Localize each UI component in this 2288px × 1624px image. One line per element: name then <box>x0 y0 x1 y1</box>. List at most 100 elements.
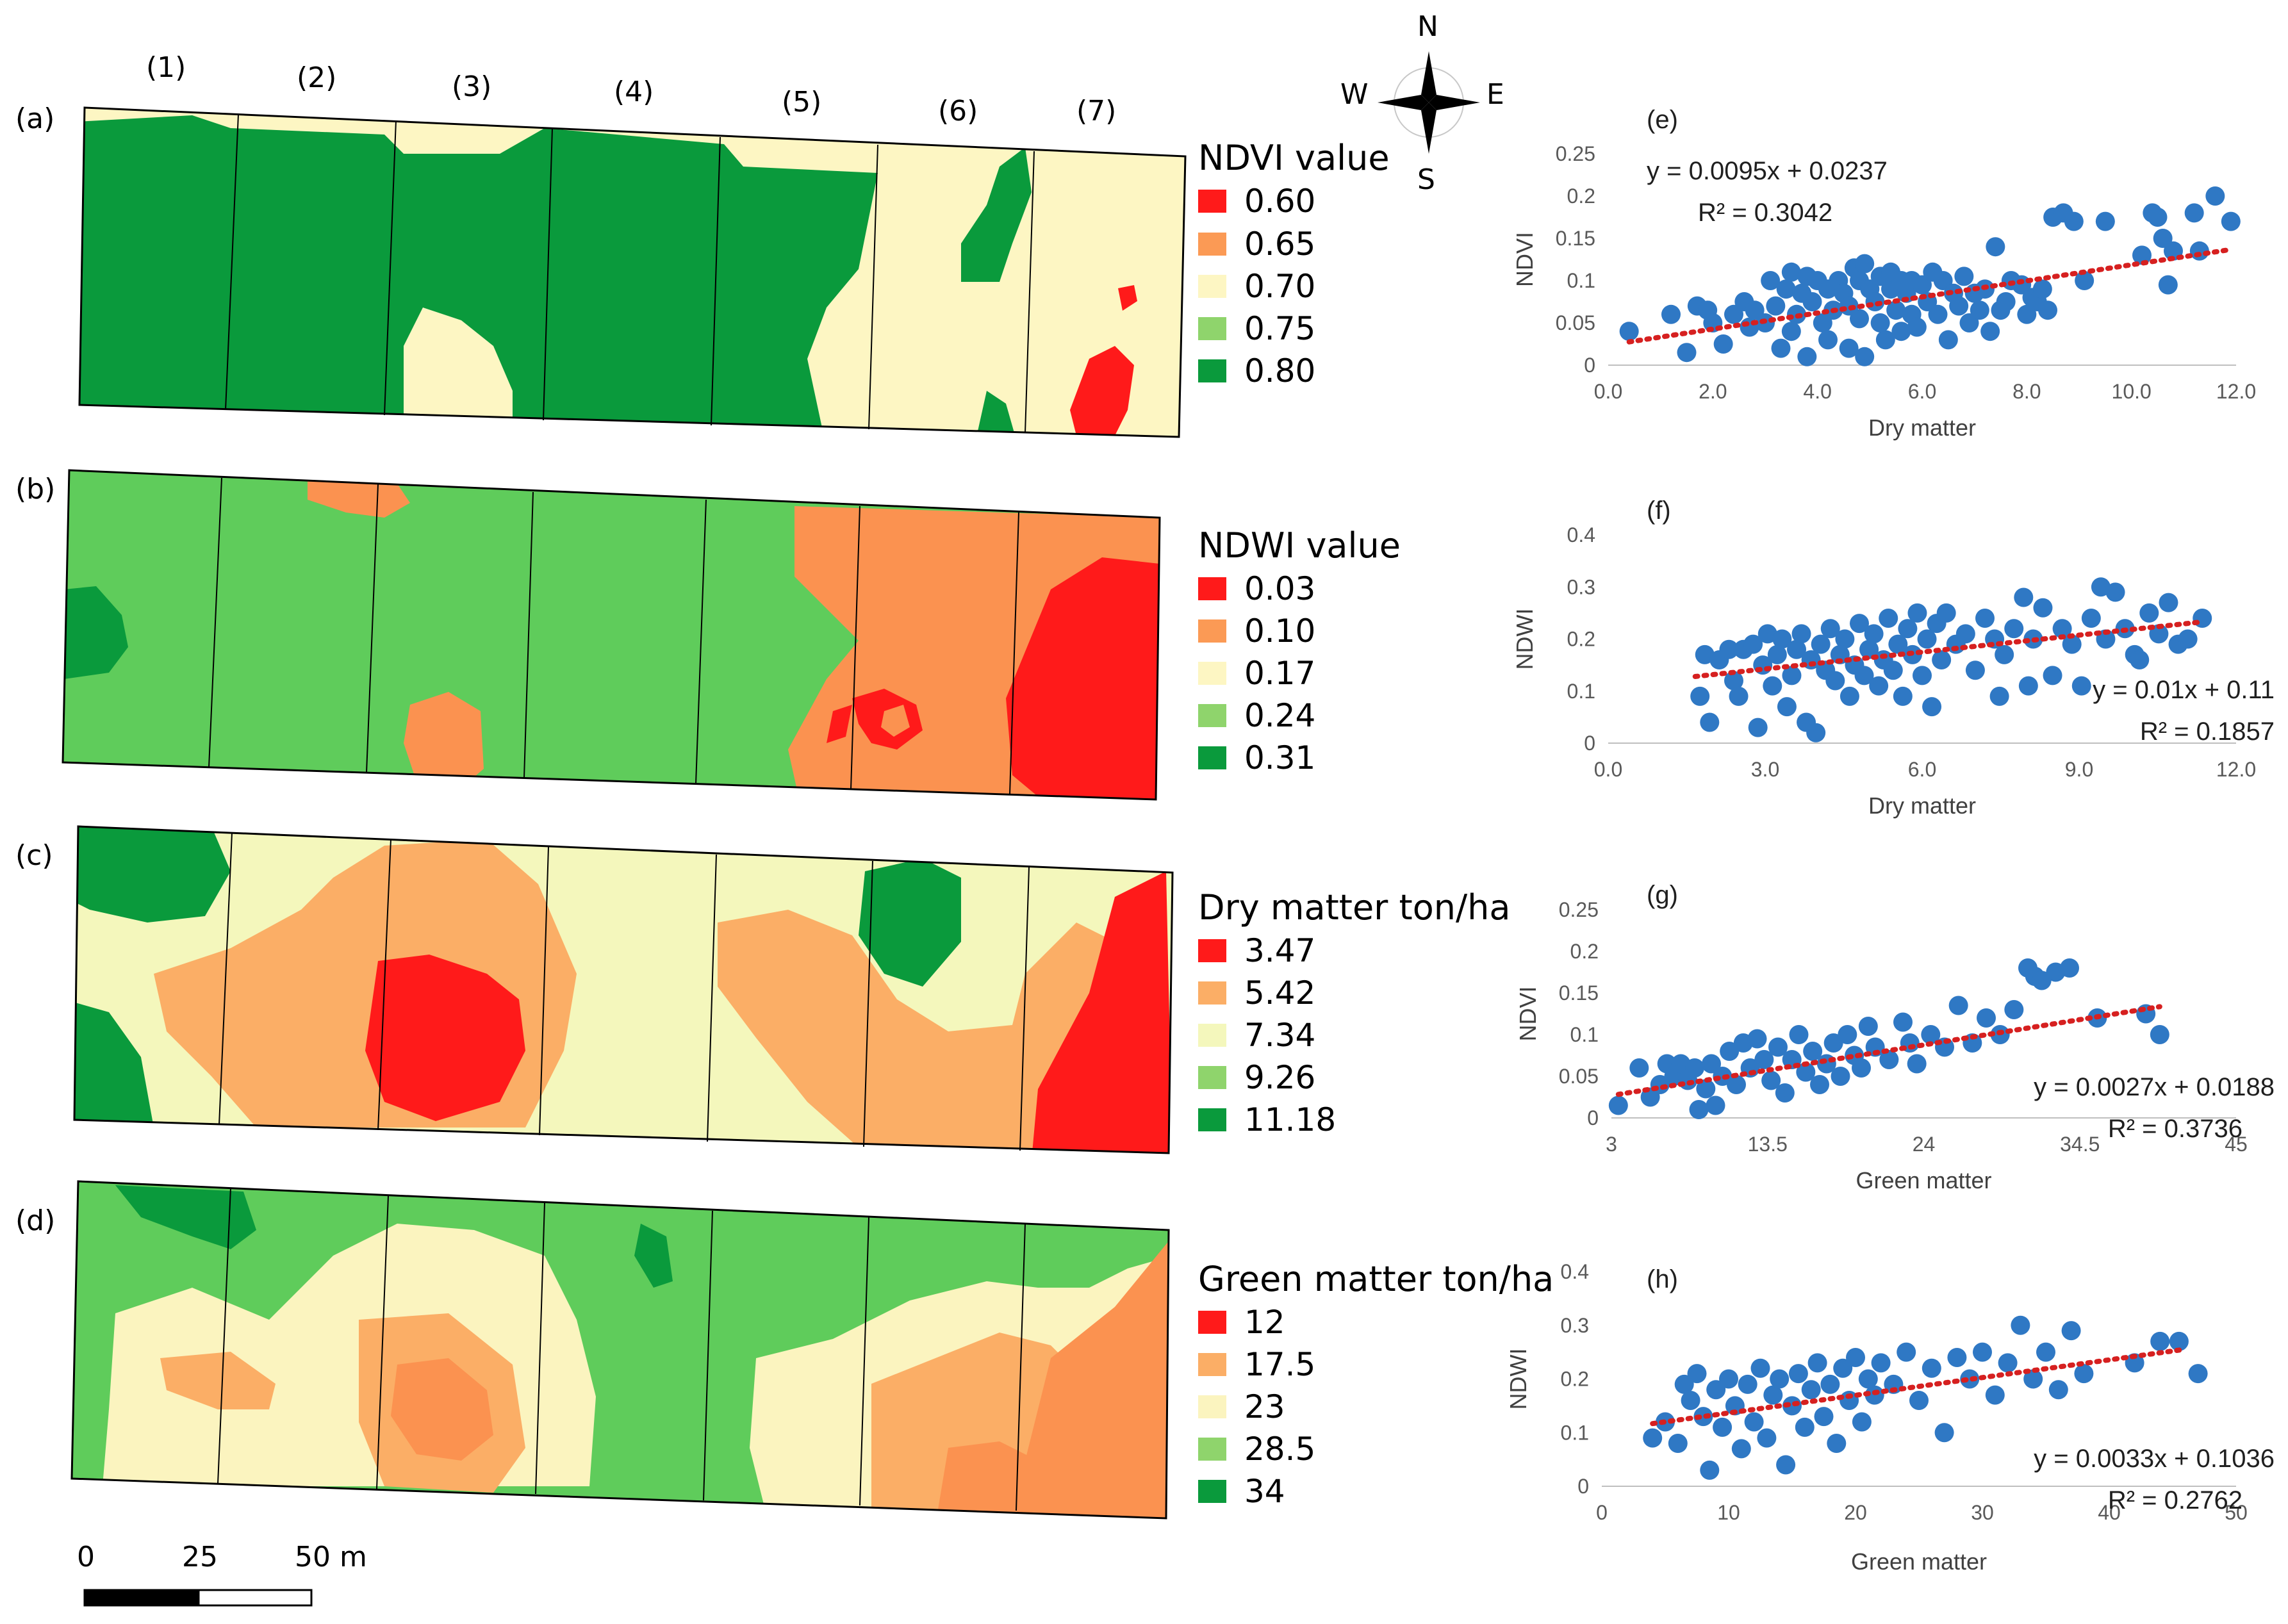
green-matter-map <box>72 1181 1169 1518</box>
data-point <box>1947 1348 1967 1367</box>
data-point <box>1833 1358 1853 1378</box>
data-point <box>1965 660 1985 680</box>
data-point <box>1766 296 1786 316</box>
legend-label: 7.34 <box>1244 1017 1316 1054</box>
data-point <box>1744 1412 1764 1432</box>
data-point <box>1879 1050 1899 1069</box>
y-tick-label: 0 <box>1577 1475 1589 1498</box>
data-point <box>1933 271 1953 290</box>
column-label-5: (5) <box>782 86 822 119</box>
data-point <box>1777 697 1797 717</box>
data-point <box>1855 347 1875 366</box>
data-point <box>1761 1070 1781 1090</box>
legend-swatch <box>1198 981 1226 1005</box>
y-tick-label: 0.3 <box>1567 575 1595 598</box>
ndvi-legend-item: 0.65 <box>1198 226 1315 263</box>
data-point <box>1909 1391 1929 1410</box>
legend-swatch <box>1198 1353 1226 1376</box>
chart-letter: (f) <box>1647 496 1671 525</box>
dry-matter-legend-title: Dry matter ton/ha <box>1198 887 1511 928</box>
data-point <box>1696 1079 1716 1099</box>
r-squared-label: R² = 0.3042 <box>1698 199 1832 227</box>
data-point <box>1959 313 1979 332</box>
panel-letter-d: (d) <box>15 1204 56 1237</box>
x-tick-label: 3.0 <box>1751 758 1779 781</box>
legend-label: 0.65 <box>1244 226 1316 263</box>
y-tick-label: 0 <box>1587 1106 1599 1129</box>
data-point <box>1781 322 1801 341</box>
data-point <box>1936 603 1956 623</box>
data-point <box>1859 639 1879 659</box>
data-point <box>1871 1353 1891 1373</box>
data-point <box>1747 1029 1767 1049</box>
data-point <box>1898 619 1918 639</box>
data-point <box>2036 1342 2055 1362</box>
legend-swatch <box>1198 359 1226 382</box>
data-point <box>2125 1353 2144 1373</box>
data-point <box>1870 313 1890 332</box>
legend-swatch <box>1198 1395 1226 1418</box>
chart-letter: (g) <box>1647 881 1678 909</box>
data-point <box>1750 1358 1770 1378</box>
r-squared-label: R² = 0.3736 <box>2108 1115 2243 1143</box>
data-point <box>1702 1054 1721 1074</box>
legend-label: 28.5 <box>1244 1431 1316 1468</box>
dry-matter-legend-item: 9.26 <box>1198 1059 1315 1096</box>
data-point <box>2132 245 2152 265</box>
dry-matter-plot-lines <box>218 832 1030 1151</box>
legend-swatch <box>1198 317 1226 340</box>
ndwi-legend-item: 0.10 <box>1198 612 1315 650</box>
data-point <box>1907 1054 1927 1074</box>
x-tick-label: 40 <box>2098 1501 2121 1524</box>
legend-swatch <box>1198 275 1226 298</box>
legend-label: 0.75 <box>1244 310 1316 347</box>
x-tick-label: 9.0 <box>2065 758 2093 781</box>
data-point <box>1700 712 1720 732</box>
data-point <box>1629 1058 1649 1078</box>
data-point <box>1796 1062 1816 1082</box>
y-axis-title: NDVI <box>1511 232 1538 287</box>
data-point <box>2159 593 2178 612</box>
data-point <box>1818 330 1838 350</box>
data-point <box>1839 1391 1859 1410</box>
trendline <box>1626 247 2234 345</box>
ndwi-legend-item: 0.31 <box>1198 739 1315 776</box>
legend-swatch <box>1198 662 1226 685</box>
data-point <box>2150 1331 2170 1351</box>
data-point <box>2043 666 2062 685</box>
data-point <box>1681 1391 1700 1410</box>
dry-matter-legend-item: 5.42 <box>1198 974 1315 1012</box>
y-tick-label: 0.2 <box>1570 940 1599 963</box>
legend-label: 3.47 <box>1244 932 1316 969</box>
legend-swatch <box>1198 746 1226 769</box>
data-point <box>1729 686 1749 706</box>
column-label-2: (2) <box>297 62 337 94</box>
y-tick-label: 0 <box>1584 354 1595 377</box>
data-point <box>1852 1058 1871 1078</box>
data-point <box>1731 1439 1751 1459</box>
x-tick-label: 0.0 <box>1594 380 1622 403</box>
data-point <box>1928 304 1948 324</box>
scale-label-0: 0 <box>77 1541 95 1573</box>
data-point <box>2188 1364 2208 1384</box>
data-point <box>1825 671 1845 691</box>
data-point <box>1948 996 1968 1015</box>
data-point <box>2074 1364 2094 1384</box>
y-tick-label: 0.2 <box>1561 1368 1589 1391</box>
trendline <box>1615 1004 2162 1097</box>
data-point <box>2081 609 2101 628</box>
data-point <box>1788 1364 1808 1384</box>
legend-swatch <box>1198 1311 1226 1334</box>
data-point <box>2075 271 2095 290</box>
ndvi-map <box>79 108 1185 437</box>
field-maps <box>62 106 1187 1607</box>
x-tick-label: 4.0 <box>1803 380 1831 403</box>
data-point <box>2017 304 2037 324</box>
x-tick-label: 0.0 <box>1594 758 1622 781</box>
x-axis-title: Green matter <box>1851 1548 1987 1575</box>
data-point <box>1888 634 1908 654</box>
data-point <box>2148 208 2168 227</box>
scale-label-25: 25 <box>182 1541 218 1573</box>
data-point <box>1907 317 1927 337</box>
